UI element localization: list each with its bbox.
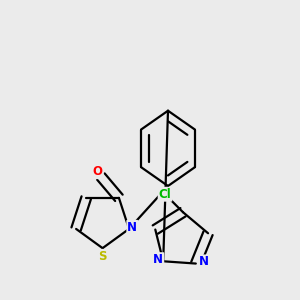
Text: O: O [93,165,103,178]
Text: N: N [153,253,163,266]
Text: S: S [98,250,107,263]
Text: Cl: Cl [159,188,171,201]
Text: N: N [127,221,137,234]
Text: N: N [199,255,209,268]
